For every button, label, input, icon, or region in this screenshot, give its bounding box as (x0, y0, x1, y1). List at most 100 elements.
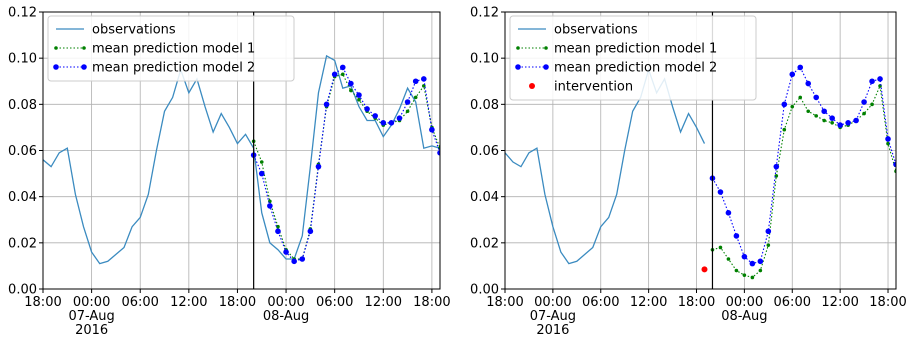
y-tick-label: 0.10 (470, 52, 499, 67)
x-tick-label: 06:00 (316, 295, 353, 310)
legend-box (509, 15, 757, 101)
model2-point (869, 78, 875, 85)
legend-label-model2: mean prediction model 2 (92, 61, 255, 76)
model2-line (711, 66, 896, 265)
model2-point (893, 161, 896, 168)
x-tick-label: 12:00 (630, 295, 667, 310)
model1-point (413, 95, 418, 100)
model2-point (861, 99, 867, 105)
legend-label-intervention: intervention (554, 80, 633, 95)
model2-point (348, 80, 354, 87)
legend-marker-model1 (54, 46, 58, 50)
observations-line (505, 67, 706, 265)
legend-marker-model2 (81, 64, 87, 70)
x-tick-label: 00:00 (726, 295, 763, 310)
legend-label-observations: observations (92, 23, 176, 38)
x-tick-label: 08-Aug (263, 309, 309, 324)
legend-marker-intervention (529, 83, 535, 89)
x-tick-label: 06:00 (774, 295, 811, 310)
model1-line (712, 83, 896, 279)
model1-point (357, 97, 361, 102)
x-tick-label: 07-Aug (530, 309, 576, 324)
model2-point (404, 99, 411, 105)
model2-point (283, 249, 289, 255)
x-tick-label: 06:00 (121, 295, 158, 310)
model1-point (766, 243, 771, 247)
legend-marker-model1 (516, 46, 520, 50)
model1-point (340, 72, 345, 77)
y-tick-label: 0.10 (8, 52, 37, 67)
intervention-point (701, 266, 708, 273)
x-tick-label: 07-Aug (68, 309, 114, 324)
x-tick-label: 12:00 (821, 295, 858, 310)
y-tick-label: 0.12 (470, 6, 499, 21)
model2-point (789, 71, 796, 78)
model1-point (405, 109, 410, 114)
model2-point (380, 120, 387, 126)
data-layer (505, 64, 896, 280)
model2-point (307, 228, 314, 235)
model2-point (749, 260, 756, 267)
model2-point (412, 78, 419, 85)
x-tick-label: 2016 (536, 323, 569, 337)
model2-point (725, 210, 732, 216)
legend-label-model1: mean prediction model 1 (92, 42, 255, 57)
x-tick-label: 08-Aug (721, 309, 767, 324)
legend-box (47, 15, 295, 82)
model2-line (253, 66, 440, 262)
model2-point (396, 115, 403, 121)
x-tick-label: 12:00 (170, 295, 207, 310)
data-layer (43, 54, 440, 265)
y-tick-label: 0.06 (8, 144, 37, 159)
model2-point (885, 136, 891, 142)
x-tick-label: 18:00 (486, 295, 523, 310)
model2-point (837, 122, 843, 128)
x-tick-label: 18:00 (869, 295, 906, 310)
model2-point (813, 94, 820, 101)
model2-point (364, 106, 370, 112)
model1-point (750, 275, 755, 280)
model2-point (437, 150, 440, 156)
y-tick-label: 0.08 (470, 98, 499, 113)
model1-point (758, 268, 763, 273)
y-tick-label: 0.02 (470, 236, 499, 251)
model1-point (259, 160, 264, 164)
model1-point (862, 111, 866, 116)
y-tick-label: 0.00 (470, 283, 499, 298)
legend-label-model1: mean prediction model 1 (554, 42, 717, 57)
model2-point (733, 233, 740, 239)
model1-point (814, 114, 819, 118)
y-tick-label: 0.04 (8, 190, 37, 205)
model2-point (339, 64, 346, 71)
y-tick-label: 0.06 (470, 144, 499, 159)
model1-point (742, 273, 747, 277)
model2-point (323, 101, 330, 108)
model2-point (797, 64, 804, 71)
model2-point (829, 115, 835, 121)
legend-marker-model1 (544, 46, 548, 50)
model1-point (822, 118, 826, 123)
model2-point (299, 256, 306, 262)
legend-marker-model2 (543, 64, 549, 70)
model2-point (765, 228, 772, 235)
x-tick-label: 18:00 (219, 295, 256, 310)
model2-point (845, 120, 851, 126)
legend-marker-model2 (515, 64, 521, 70)
model1-point (276, 224, 280, 229)
y-tick-label: 0.08 (8, 98, 37, 113)
model2-point (877, 76, 883, 82)
model2-point (717, 189, 724, 195)
model1-point (734, 268, 739, 273)
model1-point (790, 104, 795, 109)
model2-point (372, 113, 378, 119)
model2-point (258, 170, 265, 177)
x-tick-label: 00:00 (534, 295, 571, 310)
model2-point (741, 253, 748, 260)
legend-label-observations: observations (554, 23, 638, 38)
model2-point (773, 163, 780, 170)
y-tick-label: 0.12 (8, 6, 37, 21)
model1-point (886, 141, 890, 146)
model1-point (830, 121, 834, 125)
model2-point (275, 228, 281, 235)
